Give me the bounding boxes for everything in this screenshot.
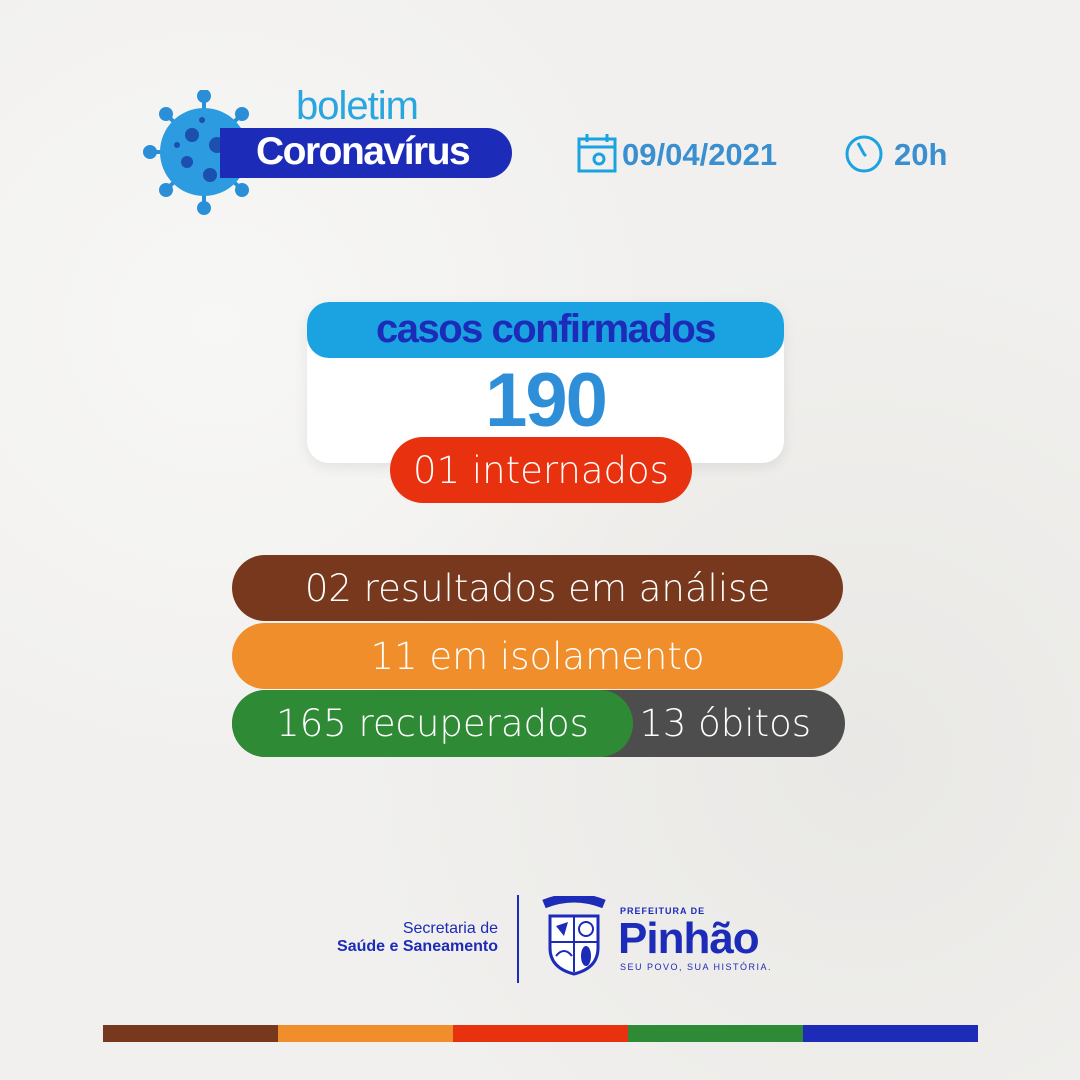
city-slogan: SEU POVO, SUA HISTÓRIA.	[620, 962, 773, 972]
divider	[517, 895, 519, 983]
page-title: Coronavírus	[256, 130, 471, 173]
date: 09/04/2021	[622, 137, 778, 172]
clock-icon	[845, 135, 883, 173]
city-crest-icon	[542, 896, 606, 976]
confirmed-cases-label: casos confirmados	[307, 302, 784, 358]
confirmed-cases-card: casos confirmados 190	[307, 302, 784, 463]
analysis-bar: 02 resultados em análise	[232, 555, 843, 621]
secretaria-line1: Secretaria de	[402, 920, 498, 937]
hospitalized-badge: 01 internados	[390, 437, 692, 503]
isolation-bar: 11 em isolamento	[232, 623, 843, 689]
confirmed-cases-total: 190	[485, 358, 608, 443]
prefeitura-label: PREFEITURA DE	[620, 906, 706, 916]
calendar-icon	[577, 134, 617, 173]
color-stripe	[103, 1025, 978, 1042]
recovered-bar: 165 recuperados	[232, 690, 633, 757]
boletim-label: boletim	[296, 84, 419, 128]
title-banner	[220, 128, 512, 178]
secretaria-line2: Saúde e Saneamento	[337, 938, 498, 955]
time: 20h	[894, 137, 948, 172]
city-name: Pinhão	[618, 914, 760, 963]
